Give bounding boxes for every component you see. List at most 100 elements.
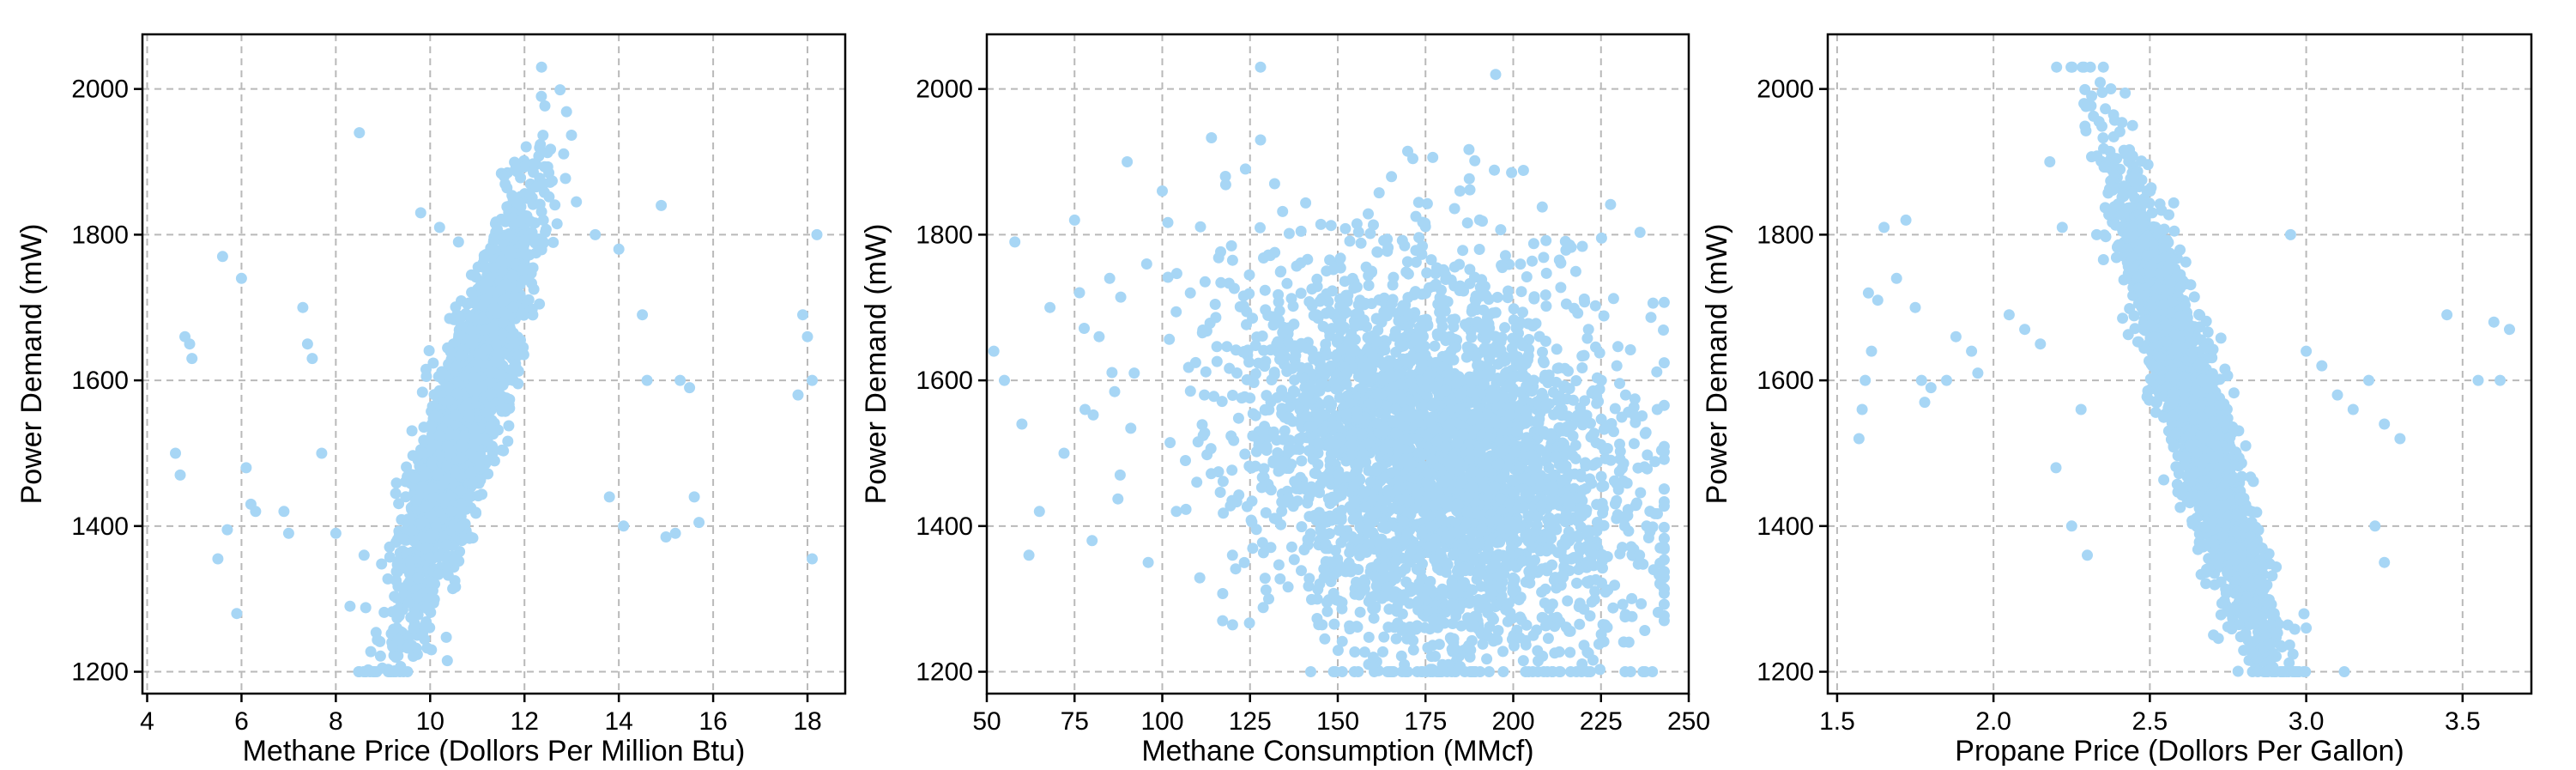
data-point — [1251, 331, 1262, 343]
data-point — [398, 534, 409, 545]
data-point — [1311, 309, 1322, 320]
data-point — [528, 263, 539, 274]
y-axis-label: Power Demand (mW) — [15, 224, 48, 505]
data-point — [1605, 199, 1616, 210]
data-point — [538, 237, 549, 248]
data-point — [1079, 323, 1090, 334]
data-point — [375, 651, 386, 662]
data-point — [1327, 264, 1339, 276]
data-point — [604, 491, 615, 502]
data-point — [1527, 256, 1538, 267]
x-tick-label: 10 — [416, 707, 444, 736]
data-point — [1515, 258, 1526, 270]
data-point — [1303, 573, 1315, 584]
data-point — [1330, 666, 1341, 677]
data-point — [1283, 581, 1294, 592]
data-point — [656, 200, 667, 211]
data-point — [402, 666, 413, 677]
data-point — [1244, 270, 1255, 281]
data-point — [1306, 594, 1317, 605]
data-point — [1614, 378, 1625, 389]
scatter-points — [170, 62, 823, 677]
data-point — [402, 642, 413, 653]
data-point — [420, 371, 432, 382]
data-point — [1464, 597, 1475, 609]
data-point — [457, 440, 468, 451]
data-point — [1463, 144, 1474, 155]
data-point — [316, 448, 327, 459]
data-point — [411, 495, 422, 506]
data-point — [1212, 356, 1223, 367]
data-point — [1240, 163, 1251, 174]
data-point — [456, 320, 467, 331]
data-point — [1521, 271, 1533, 282]
data-point — [1305, 666, 1316, 677]
data-point — [797, 309, 808, 320]
data-point — [1364, 632, 1375, 643]
data-point — [542, 161, 553, 173]
x-tick-label: 4 — [140, 707, 154, 736]
data-point — [1540, 300, 1551, 312]
data-point — [1247, 495, 1258, 506]
data-point — [1497, 666, 1509, 677]
y-tick-label: 1600 — [71, 367, 129, 395]
data-point — [390, 575, 402, 586]
data-point — [175, 470, 186, 481]
x-tick-label: 8 — [329, 707, 343, 736]
data-point — [392, 559, 403, 570]
data-point — [420, 470, 431, 481]
data-point — [1594, 664, 1605, 675]
data-point — [450, 361, 462, 372]
data-point — [467, 478, 478, 489]
data-point — [231, 608, 242, 619]
data-point — [1484, 666, 1495, 677]
data-point — [1364, 280, 1375, 291]
data-point — [1437, 321, 1448, 332]
data-point — [1462, 342, 1473, 353]
data-point — [1194, 573, 1206, 584]
data-point — [1430, 341, 1441, 352]
data-point — [384, 666, 396, 677]
data-point — [430, 410, 441, 421]
data-point — [519, 274, 530, 285]
data-point — [1574, 619, 1585, 630]
data-point — [1185, 385, 1196, 397]
data-point — [1324, 325, 1335, 336]
data-point — [1564, 647, 1575, 658]
y-tick-label: 2000 — [71, 76, 129, 104]
data-point — [518, 213, 529, 224]
data-point — [1636, 598, 1647, 609]
data-point — [1492, 292, 1503, 303]
data-point — [642, 375, 653, 386]
data-point — [1319, 634, 1330, 645]
data-point — [1538, 252, 1549, 263]
data-point — [1577, 241, 1588, 252]
data-point — [405, 612, 416, 623]
data-point — [1658, 324, 1669, 336]
data-point — [1579, 296, 1590, 307]
data-point — [449, 554, 460, 565]
data-point — [470, 506, 481, 518]
data-point — [807, 554, 818, 565]
data-point — [670, 528, 681, 539]
data-point — [1273, 560, 1285, 571]
data-point — [510, 164, 521, 175]
data-point — [1548, 516, 1559, 527]
data-point — [1469, 155, 1480, 167]
data-point — [466, 270, 477, 281]
data-point — [393, 498, 404, 509]
data-point — [344, 601, 355, 612]
data-point — [1591, 525, 1602, 537]
data-point — [1296, 565, 1307, 576]
data-point — [1659, 483, 1670, 494]
data-point — [485, 421, 496, 432]
data-point — [465, 531, 476, 543]
data-point — [1164, 334, 1175, 345]
data-point — [1596, 233, 1607, 244]
data-point — [1413, 232, 1424, 243]
data-point — [1289, 554, 1300, 565]
data-point — [1246, 463, 1257, 474]
